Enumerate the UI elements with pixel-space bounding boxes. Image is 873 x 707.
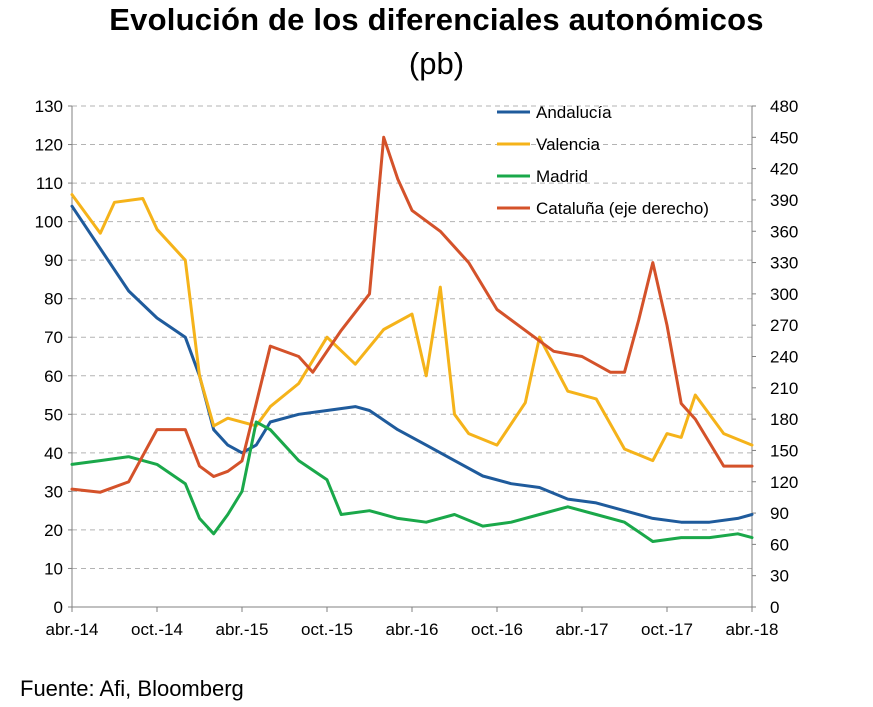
y-left-tick-label: 100 (35, 213, 63, 232)
legend-label: Valencia (536, 135, 600, 154)
y-right-tick-label: 240 (770, 348, 798, 367)
source-note: Fuente: Afi, Bloomberg (20, 676, 244, 701)
y-left-tick-label: 90 (44, 251, 63, 270)
y-right-tick-label: 210 (770, 379, 798, 398)
x-tick-label: oct.-14 (131, 620, 183, 639)
series-lines (70, 135, 754, 543)
series-line-4 (70, 135, 754, 494)
legend: Andalucía Valencia Madrid Cataluña (eje der… (497, 103, 709, 218)
y-right-tick-label: 150 (770, 441, 798, 460)
y-right-tick-label: 60 (770, 535, 789, 554)
series-line-1 (70, 204, 754, 524)
series-line-2 (70, 193, 754, 463)
legend-label: Madrid (536, 167, 588, 186)
y-right-tick-label: 90 (770, 504, 789, 523)
y-right-tick-label: 0 (770, 598, 779, 617)
x-tick-label: abr.-17 (556, 620, 609, 639)
y-right-tick-label: 120 (770, 473, 798, 492)
y-right-tick-label: 30 (770, 567, 789, 586)
y-left-tick-label: 20 (44, 521, 63, 540)
y-right-tick-label: 420 (770, 160, 798, 179)
y-right-tick-label: 390 (770, 191, 798, 210)
legend-label: Andalucía (536, 103, 612, 122)
y-left-tick-label: 110 (36, 174, 63, 193)
x-tick-label: abr.-15 (216, 620, 269, 639)
x-tick-label: abr.-14 (46, 620, 99, 639)
chart-title: Evolución de los diferenciales autonómic… (109, 2, 764, 37)
y-right-tick-label: 300 (770, 285, 798, 304)
legend-label: Cataluña (eje derecho) (536, 199, 709, 218)
y-right-tick-label: 330 (770, 254, 798, 273)
y-left-tick-label: 50 (44, 405, 63, 424)
y-left-tick-label: 30 (44, 482, 63, 501)
y-left-tick-label: 60 (44, 367, 63, 386)
x-tick-label: oct.-17 (641, 620, 693, 639)
y-left-tick-label: 130 (35, 97, 63, 116)
y-right-tick-label: 450 (770, 128, 798, 147)
y-left-tick-label: 40 (44, 444, 63, 463)
x-tick-label: abr.-18 (726, 620, 779, 639)
y-right-tick-label: 270 (770, 316, 798, 335)
axes (68, 105, 756, 612)
y-left-tick-label: 80 (44, 290, 63, 309)
y-left-tick-label: 70 (44, 328, 63, 347)
y-right-tick-label: 360 (770, 222, 798, 241)
x-tick-label: abr.-16 (386, 620, 439, 639)
tick-labels: 0 10 20 30 40 50 60 70 80 90 100 110 120 130 0 30 60 90 12… (35, 97, 799, 639)
y-right-tick-label: 480 (770, 97, 798, 116)
y-left-tick-label: 10 (44, 559, 63, 578)
x-tick-label: oct.-16 (471, 620, 523, 639)
gridlines (72, 105, 752, 569)
chart-subtitle: (pb) (408, 46, 465, 81)
y-left-tick-label: 0 (54, 598, 63, 617)
x-tick-label: oct.-15 (301, 620, 353, 639)
y-left-tick-label: 120 (35, 136, 63, 155)
y-right-tick-label: 180 (770, 410, 798, 429)
series-line-3 (70, 420, 754, 543)
